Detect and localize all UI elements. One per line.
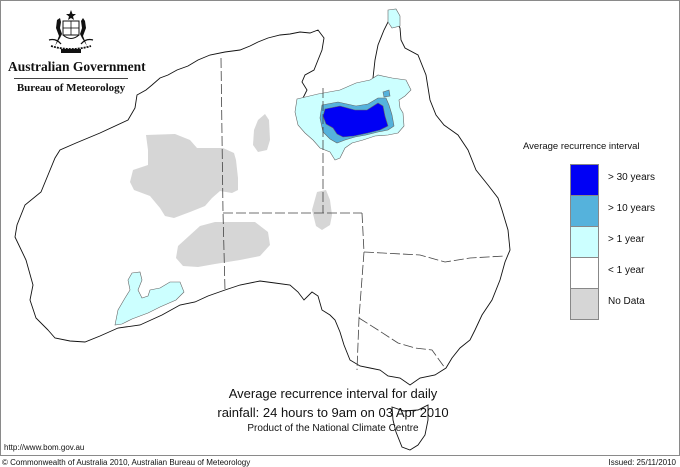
legend-swatch: [570, 288, 599, 320]
bom-logo: Australian Government Bureau of Meteorol…: [8, 8, 146, 94]
legend-label: > 1 year: [608, 234, 645, 245]
legend-swatch: [570, 226, 599, 258]
ari-gt1-southwest: [114, 271, 185, 326]
bom-url-link[interactable]: http://www.bom.gov.au: [4, 443, 85, 452]
copyright-text: © Commonwealth of Australia 2010, Austra…: [2, 458, 251, 467]
map-title-line1: Average recurrence interval for daily: [228, 386, 438, 401]
border-qld-nsw: [363, 251, 506, 263]
no-data-region-wa-north: [130, 134, 238, 218]
legend-label: < 1 year: [608, 265, 645, 276]
issued-date: Issued: 25/11/2010: [608, 458, 676, 467]
legend-swatch: [570, 257, 599, 289]
legend-swatch: [570, 164, 599, 196]
no-data-region-nt-west: [253, 114, 270, 152]
border-sa-qld: [361, 212, 365, 253]
legend-swatch: [570, 195, 599, 227]
mainland-coastline: [14, 17, 511, 386]
no-data-regions: [130, 114, 332, 267]
government-name: Australian Government: [8, 59, 146, 74]
ari-gt30-gulf: [322, 102, 389, 138]
state-borders: [220, 57, 506, 371]
ari-regions: [114, 8, 412, 326]
legend-label: > 30 years: [608, 172, 655, 183]
coat-of-arms-icon: [48, 10, 94, 53]
ari-gt1-capeyork-tip: [387, 8, 401, 29]
ari-gt10-gulf-spot: [382, 89, 391, 98]
product-credit: Product of the National Climate Centre: [247, 423, 419, 434]
legend-label: No Data: [608, 296, 645, 307]
tasmania-coastline: [391, 404, 429, 451]
map-title-line2: rainfall: 24 hours to 9am on 03 Apr 2010: [217, 405, 449, 420]
legend: Average recurrence interval > 30 years >…: [523, 141, 655, 320]
border-nsw-vic: [358, 317, 446, 369]
no-data-region-wa-south: [176, 222, 270, 267]
logo-divider: [14, 78, 128, 79]
no-data-region-nt-south: [312, 190, 332, 230]
legend-label: > 10 years: [608, 203, 655, 214]
border-sa-nsw-vic: [356, 251, 365, 371]
legend-title: Average recurrence interval: [523, 141, 640, 152]
bureau-name: Bureau of Meteorology: [16, 82, 126, 94]
